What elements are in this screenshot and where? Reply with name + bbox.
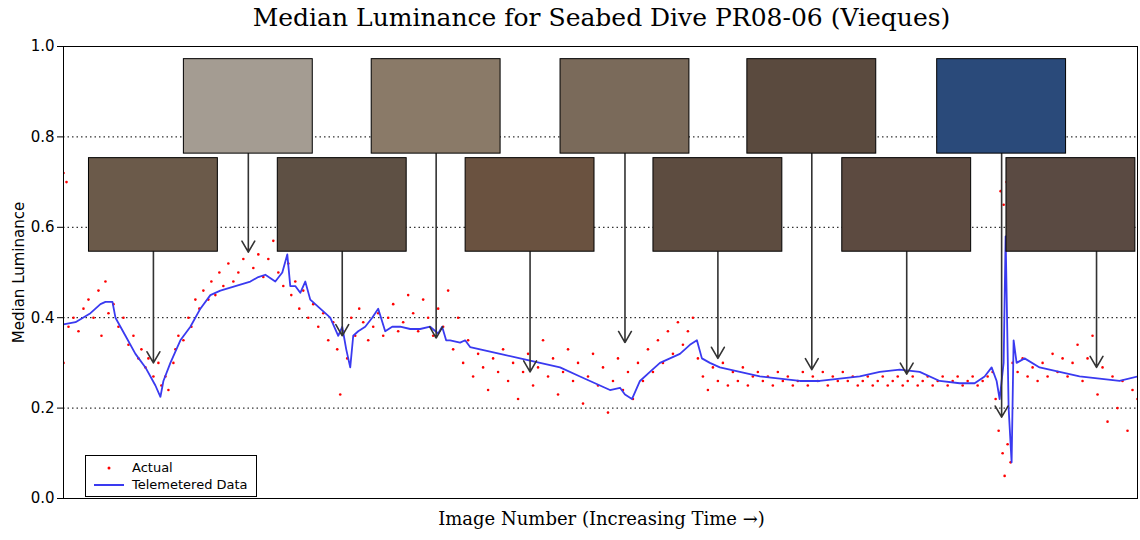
html-text:Image Number (Increasing Time: Image Number (Increasing Time →) bbox=[438, 508, 765, 529]
svg-text:0.0: 0.0 bbox=[31, 489, 55, 507]
svg-text:1.0: 1.0 bbox=[31, 37, 55, 55]
svg-text:0.4: 0.4 bbox=[31, 309, 55, 327]
html-text:Telemetered Data: Telemetered Data bbox=[132, 477, 248, 492]
svg-text:Median Luminance: Median Luminance bbox=[10, 202, 28, 343]
html-text:Actual: Actual bbox=[132, 460, 173, 475]
svg-text:0.2: 0.2 bbox=[31, 399, 55, 417]
html-text:Median Luminance for Seabed Di: Median Luminance for Seabed Dive PR08-06… bbox=[252, 3, 951, 32]
svg-text:0.6: 0.6 bbox=[31, 218, 55, 236]
svg-text:0.8: 0.8 bbox=[31, 128, 55, 146]
